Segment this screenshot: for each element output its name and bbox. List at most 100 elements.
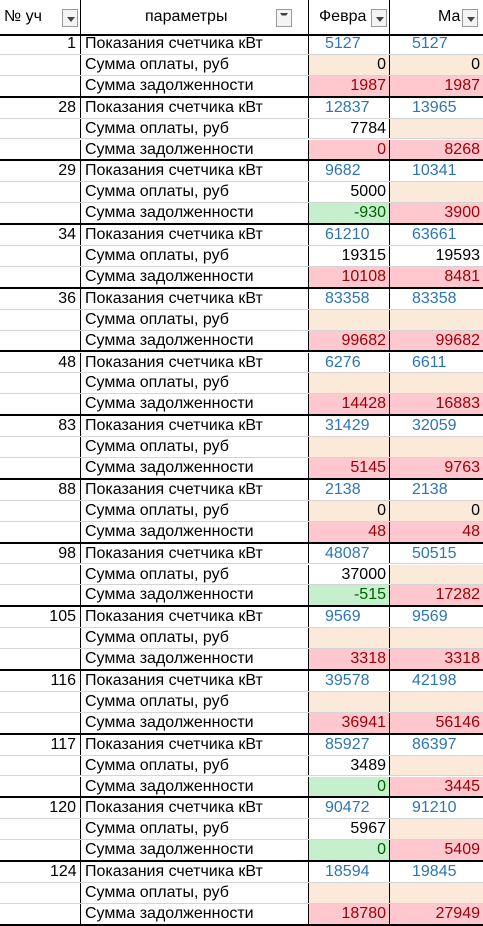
- february-payment-cell[interactable]: 37000: [309, 564, 390, 585]
- february-payment-cell[interactable]: [309, 309, 390, 330]
- february-meter-cell[interactable]: 18594: [309, 862, 390, 882]
- march-meter-cell[interactable]: 2138: [412, 480, 448, 498]
- march-payment-cell[interactable]: [390, 628, 483, 649]
- march-payment-cell[interactable]: [390, 118, 483, 139]
- plot-number-cell[interactable]: [0, 437, 81, 457]
- february-payment-cell[interactable]: 5000: [309, 182, 390, 203]
- plot-number-cell[interactable]: 117: [0, 734, 81, 755]
- february-debt-cell[interactable]: 5145: [309, 458, 390, 478]
- parameter-cell[interactable]: Сумма задолженности: [81, 776, 309, 797]
- february-payment-cell[interactable]: 7784: [309, 118, 390, 139]
- march-meter-cell[interactable]: 13965: [412, 98, 457, 116]
- february-payment-cell[interactable]: 0: [309, 500, 390, 521]
- plot-number-cell[interactable]: [0, 139, 81, 160]
- parameter-cell[interactable]: Сумма задолженности: [81, 75, 309, 96]
- plot-number-cell[interactable]: 28: [0, 97, 81, 118]
- march-meter-cell[interactable]: 42198: [412, 672, 457, 689]
- plot-number-cell[interactable]: [0, 182, 81, 203]
- february-meter-cell[interactable]: 12837: [309, 97, 390, 118]
- parameter-cell[interactable]: Сумма оплаты, руб: [81, 182, 309, 203]
- plot-number-cell[interactable]: 34: [0, 225, 81, 245]
- parameter-cell[interactable]: Показания счетчика кВт: [81, 479, 309, 500]
- march-payment-cell[interactable]: [390, 564, 483, 585]
- parameter-cell[interactable]: Показания счетчика кВт: [81, 416, 309, 437]
- parameter-cell[interactable]: Показания счетчика кВт: [81, 352, 309, 373]
- march-meter-cell[interactable]: 50515: [412, 544, 457, 562]
- march-debt-cell[interactable]: 3318: [390, 649, 483, 669]
- parameter-cell[interactable]: Сумма оплаты, руб: [81, 118, 309, 139]
- plot-number-cell[interactable]: [0, 585, 81, 606]
- plot-number-cell[interactable]: [0, 75, 81, 96]
- february-payment-cell[interactable]: 19315: [309, 246, 390, 266]
- march-meter-cell[interactable]: 63661: [412, 226, 457, 244]
- plot-number-cell[interactable]: 116: [0, 671, 81, 691]
- february-meter-cell[interactable]: 61210: [309, 225, 390, 245]
- march-debt-cell[interactable]: 1987: [390, 75, 483, 96]
- parameter-cell[interactable]: Показания счетчика кВт: [81, 288, 309, 309]
- february-debt-cell[interactable]: 1987: [309, 75, 390, 96]
- parameter-cell[interactable]: Показания счетчика кВт: [81, 734, 309, 755]
- plot-number-cell[interactable]: [0, 54, 81, 75]
- filter-dropdown-icon[interactable]: [462, 9, 478, 27]
- plot-number-cell[interactable]: [0, 819, 81, 840]
- plot-number-cell[interactable]: [0, 564, 81, 585]
- plot-number-cell[interactable]: 98: [0, 543, 81, 564]
- march-payment-cell[interactable]: [390, 755, 483, 776]
- february-debt-cell[interactable]: 0: [309, 139, 390, 160]
- february-debt-cell[interactable]: 10108: [309, 266, 390, 287]
- plot-number-cell[interactable]: [0, 628, 81, 649]
- parameter-cell[interactable]: Сумма задолженности: [81, 394, 309, 415]
- parameter-cell[interactable]: Сумма задолженности: [81, 458, 309, 478]
- parameter-cell[interactable]: Показания счетчика кВт: [81, 225, 309, 245]
- february-meter-cell[interactable]: 9569: [309, 607, 390, 628]
- plot-number-cell[interactable]: [0, 691, 81, 712]
- parameter-cell[interactable]: Сумма задолженности: [81, 649, 309, 669]
- parameter-cell[interactable]: Сумма задолженности: [81, 585, 309, 606]
- plot-number-cell[interactable]: [0, 330, 81, 351]
- march-debt-cell[interactable]: 8268: [390, 139, 483, 160]
- plot-number-cell[interactable]: [0, 309, 81, 330]
- february-debt-cell[interactable]: 36941: [309, 712, 390, 733]
- plot-number-cell[interactable]: [0, 373, 81, 394]
- february-payment-cell[interactable]: [309, 628, 390, 649]
- march-payment-cell[interactable]: 0: [390, 500, 483, 521]
- march-payment-cell[interactable]: [390, 883, 483, 903]
- parameter-cell[interactable]: Показания счетчика кВт: [81, 34, 309, 54]
- parameter-cell[interactable]: Сумма оплаты, руб: [81, 309, 309, 330]
- plot-number-cell[interactable]: [0, 776, 81, 797]
- parameter-cell[interactable]: Показания счетчика кВт: [81, 671, 309, 691]
- parameter-cell[interactable]: Показания счетчика кВт: [81, 543, 309, 564]
- parameter-cell[interactable]: Сумма оплаты, руб: [81, 755, 309, 776]
- february-payment-cell[interactable]: 0: [309, 54, 390, 75]
- march-meter-cell[interactable]: 91210: [412, 799, 457, 817]
- february-meter-cell[interactable]: 39578: [309, 671, 390, 691]
- march-meter-cell[interactable]: 19845: [412, 863, 457, 881]
- february-debt-cell[interactable]: 14428: [309, 394, 390, 415]
- february-debt-cell[interactable]: 48: [309, 521, 390, 542]
- february-debt-cell[interactable]: -930: [309, 203, 390, 224]
- filter-dropdown-icon[interactable]: [62, 9, 78, 27]
- march-payment-cell[interactable]: [390, 182, 483, 203]
- march-meter-cell[interactable]: 5127: [412, 35, 448, 52]
- march-meter-cell[interactable]: 10341: [412, 162, 457, 180]
- plot-number-cell[interactable]: [0, 458, 81, 478]
- march-meter-cell[interactable]: 9569: [412, 608, 448, 626]
- filter-active-icon[interactable]: [276, 9, 292, 27]
- march-debt-cell[interactable]: 3445: [390, 776, 483, 797]
- plot-number-cell[interactable]: [0, 394, 81, 415]
- february-payment-cell[interactable]: [309, 437, 390, 457]
- parameter-cell[interactable]: Сумма задолженности: [81, 521, 309, 542]
- plot-number-cell[interactable]: [0, 883, 81, 903]
- plot-number-cell[interactable]: 36: [0, 288, 81, 309]
- february-payment-cell[interactable]: 5967: [309, 819, 390, 840]
- march-payment-cell[interactable]: [390, 819, 483, 840]
- march-debt-cell[interactable]: 9763: [390, 458, 483, 478]
- plot-number-cell[interactable]: 124: [0, 862, 81, 882]
- march-payment-cell[interactable]: [390, 691, 483, 712]
- parameter-cell[interactable]: Сумма оплаты, руб: [81, 819, 309, 840]
- february-meter-cell[interactable]: 31429: [309, 416, 390, 437]
- february-debt-cell[interactable]: 0: [309, 840, 390, 861]
- parameter-cell[interactable]: Сумма оплаты, руб: [81, 437, 309, 457]
- parameter-cell[interactable]: Сумма оплаты, руб: [81, 54, 309, 75]
- february-payment-cell[interactable]: [309, 373, 390, 394]
